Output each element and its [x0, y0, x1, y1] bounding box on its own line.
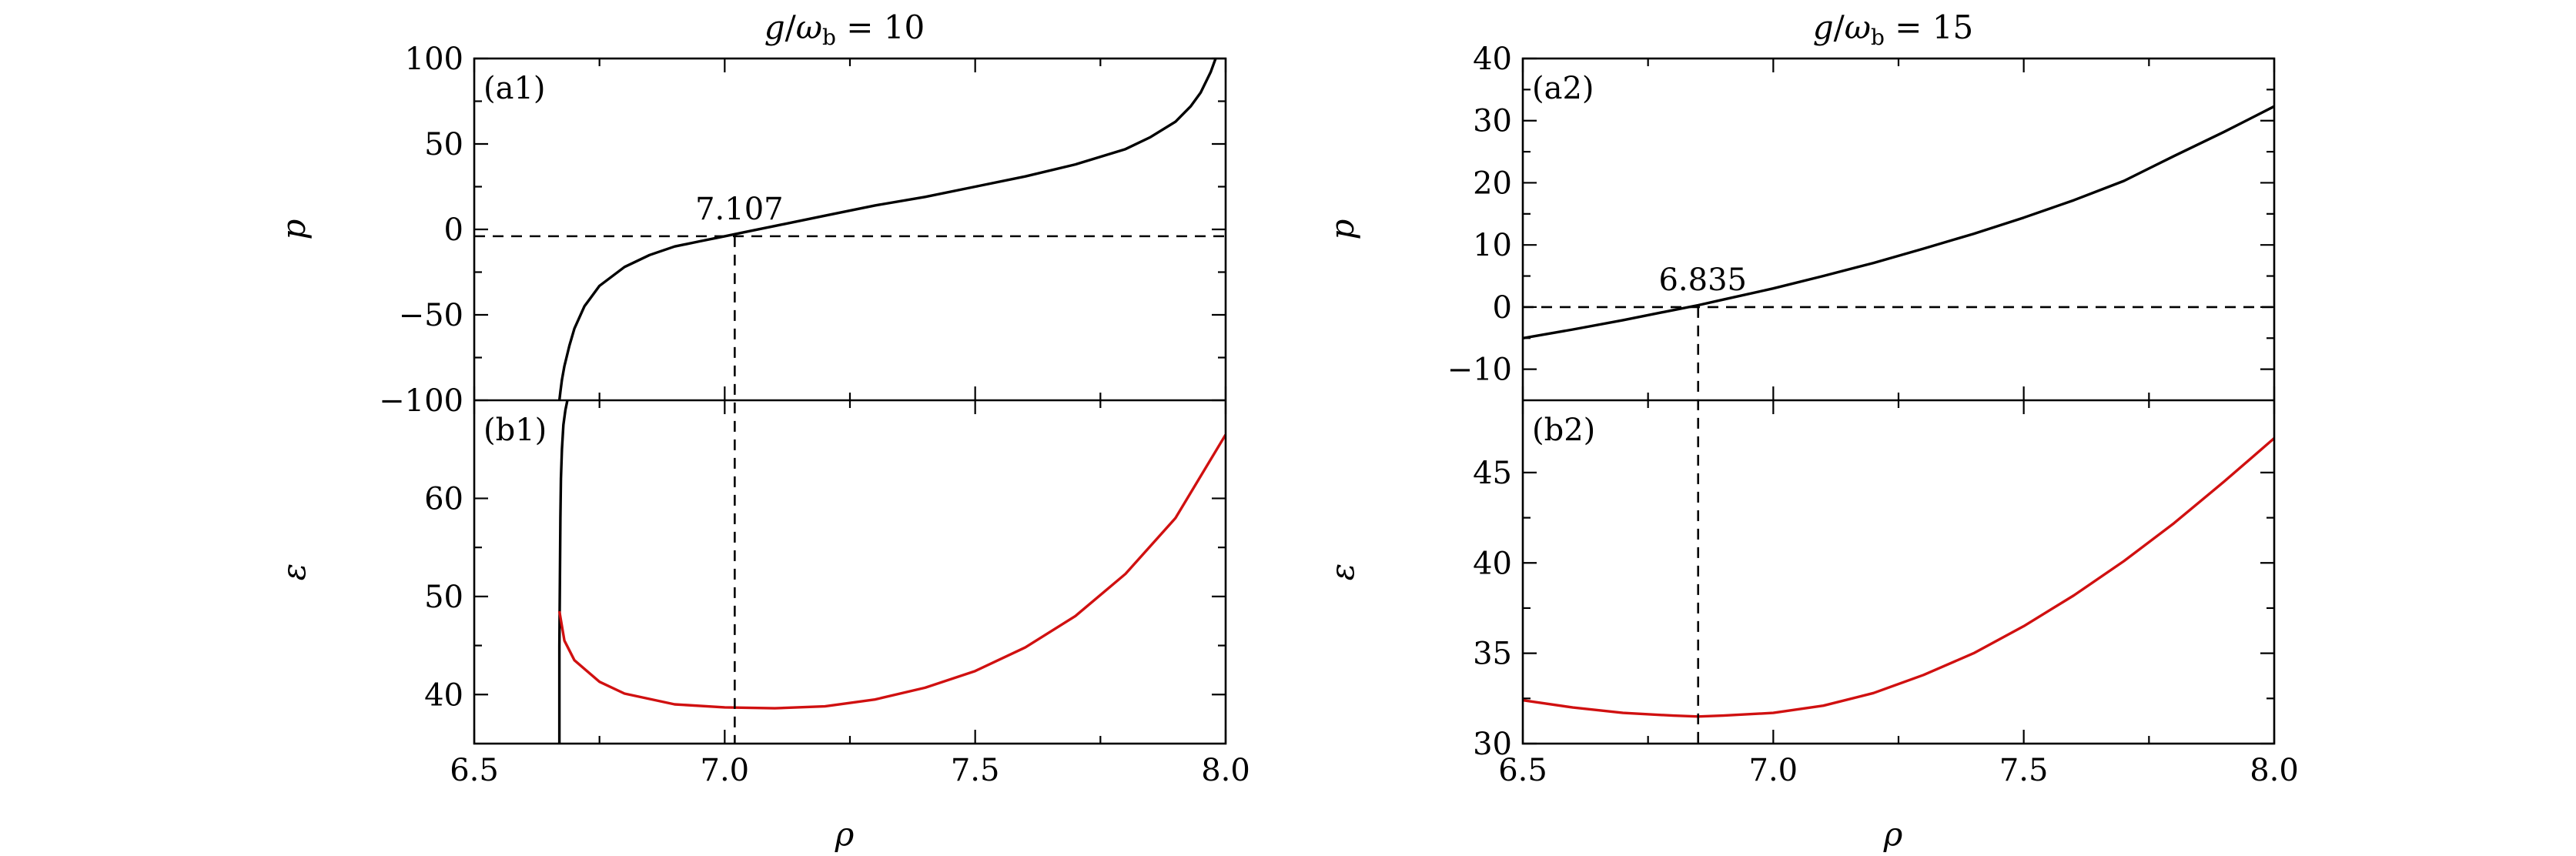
- series-line-0: [557, 59, 1217, 400]
- y-tick-label: −100: [379, 383, 463, 419]
- left-panel-top: −100 −50 0 50 100 (a1) p: [275, 42, 1227, 419]
- y-axis-title: p: [275, 219, 313, 240]
- y-tick-label: 60: [424, 481, 463, 517]
- y-axis-title: p: [1323, 219, 1361, 240]
- y-axis-title: ε: [1323, 563, 1361, 581]
- x-tick-label: 7.5: [1999, 753, 2049, 788]
- y-tick-label: 50: [424, 580, 463, 615]
- panel-label: (a2): [1532, 71, 1594, 106]
- y-tick-label: 100: [405, 42, 463, 77]
- y-tick-label: −50: [399, 298, 463, 333]
- chart-left: g/ωb = 10 −100 −50 0 50 100 (a1) p 40 50 60 (b1) ε 7…: [275, 8, 1250, 853]
- x-tick-label: 7.0: [701, 753, 750, 788]
- y-tick-label: 35: [1473, 637, 1512, 672]
- panel-label: (a1): [483, 71, 546, 106]
- chart-left-panels: −100 −50 0 50 100 (a1) p 40 50 60 (b1) ε 7.107 6.5 7.0…: [275, 42, 1250, 788]
- chart-right: g/ωb = 15 −10 0 10 20 30 40 (a2) p 30 35 40 45 (b2) ε…: [1323, 8, 2299, 853]
- panel-label: (b1): [483, 413, 547, 448]
- y-tick-label: 40: [424, 677, 463, 713]
- y-tick-label: 30: [1473, 104, 1512, 139]
- right-panel-bottom: 30 35 40 45 (b2) ε: [1323, 400, 2276, 762]
- series-line-0: [1523, 437, 2274, 718]
- chart-right-xlabel: ρ: [1883, 815, 1903, 853]
- y-tick-label: 0: [1493, 290, 1512, 326]
- y-tick-label: 40: [1473, 42, 1512, 77]
- series-line-0: [557, 400, 569, 744]
- chart-left-xlabel: ρ: [835, 815, 855, 853]
- y-tick-label: 10: [1473, 228, 1512, 263]
- y-axis-title: ε: [275, 563, 313, 581]
- series-line-0: [1523, 105, 2274, 339]
- x-tick-label: 8.0: [1201, 753, 1250, 788]
- chart-left-title: g/ωb = 10: [764, 8, 925, 50]
- y-tick-label: 45: [1473, 456, 1512, 491]
- left-panel-bottom: 40 50 60 (b1) ε: [275, 400, 1227, 744]
- chart-right-title: g/ωb = 15: [1813, 8, 1974, 50]
- crossing-annotation: 7.107: [695, 192, 784, 227]
- y-tick-label: −10: [1447, 353, 1512, 388]
- panel-label: (b2): [1532, 413, 1595, 448]
- x-tick-label: 6.5: [450, 753, 499, 788]
- x-tick-label: 7.0: [1749, 753, 1798, 788]
- y-tick-label: 0: [444, 212, 463, 248]
- x-tick-label: 6.5: [1498, 753, 1547, 788]
- x-tick-label: 8.0: [2250, 753, 2299, 788]
- crossing-annotation: 6.835: [1658, 262, 1747, 298]
- y-tick-label: 50: [424, 127, 463, 162]
- x-tick-label: 7.5: [951, 753, 1000, 788]
- y-tick-label: 40: [1473, 546, 1512, 581]
- right-panel-top: −10 0 10 20 30 40 (a2) p: [1323, 42, 2276, 400]
- series-line-1: [557, 433, 1226, 710]
- y-tick-label: 30: [1473, 727, 1512, 762]
- y-tick-label: 20: [1473, 166, 1512, 201]
- chart-right-panels: −10 0 10 20 30 40 (a2) p 30 35 40 45 (b2) ε 6.835 6.5 7.…: [1323, 42, 2299, 788]
